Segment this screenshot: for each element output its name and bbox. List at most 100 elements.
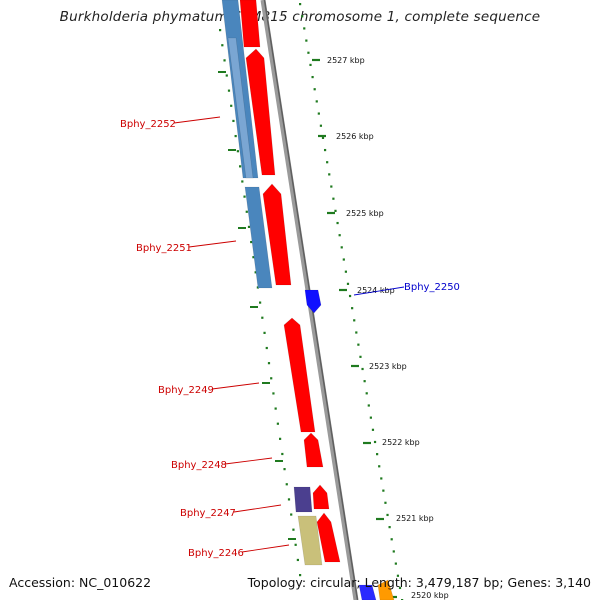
inner-ruler-dot — [265, 346, 268, 350]
inner-ruler-dot — [252, 256, 255, 259]
gene-leader-line — [241, 544, 290, 553]
gene-bar-highlight[interactable] — [227, 37, 254, 179]
ruler-dot — [336, 221, 339, 225]
gene-label-bphy-2252[interactable]: Bphy_2252 — [120, 119, 176, 130]
ruler-dot — [384, 501, 387, 504]
gene-arrow-bphy-2248[interactable] — [303, 432, 324, 468]
ruler-dot — [390, 538, 393, 541]
ruler-dot — [313, 88, 316, 91]
ruler-dot — [330, 185, 333, 188]
inner-ruler-dot — [272, 392, 275, 395]
inner-ruler-dot — [225, 74, 228, 77]
inner-ruler-dot — [281, 452, 284, 456]
gene-partial-blue[interactable] — [358, 584, 377, 600]
ruler-dot — [319, 124, 323, 127]
ruler-dot — [348, 294, 352, 298]
inner-ruler-dot — [299, 574, 302, 577]
inner-ruler-dot — [254, 271, 257, 274]
gene-label-bphy-2249[interactable]: Bphy_2249 — [158, 385, 214, 396]
inner-ruler-dot — [241, 180, 244, 183]
ruler-dot — [386, 513, 389, 517]
inner-ruler-dot — [221, 44, 224, 47]
inner-ruler-dot — [227, 89, 231, 92]
gene-label-bphy-2246[interactable]: Bphy_2246 — [188, 548, 244, 559]
gene-bar-bphy-2246[interactable] — [297, 515, 323, 566]
inner-ruler-dot — [287, 498, 291, 501]
ruler-dot — [311, 75, 314, 79]
inner-ruler-dot — [256, 286, 259, 289]
kbp-tick-label: 2523 kbp — [369, 362, 407, 371]
gene-label-bphy-2248[interactable]: Bphy_2248 — [171, 460, 227, 471]
ruler-dot — [351, 307, 354, 310]
gene-bphy-2250[interactable] — [304, 289, 322, 314]
ruler-dot — [299, 3, 302, 6]
inner-ruler-dot — [296, 558, 299, 562]
ruler-dot — [344, 270, 347, 273]
ruler-dot — [380, 477, 383, 480]
inner-ruler-dot — [274, 407, 277, 410]
ruler-dot — [394, 562, 397, 565]
kbp-tick-label: 2525 kbp — [346, 209, 384, 218]
inner-ruler-dot — [283, 468, 286, 471]
gene-leader-line — [211, 382, 260, 390]
ruler-dot — [357, 343, 360, 346]
ruler-dot — [303, 27, 306, 30]
kbp-tick-label: 2522 kbp — [382, 438, 420, 447]
ruler-dot — [373, 440, 377, 444]
gene-arrow-small[interactable] — [312, 484, 330, 510]
ruler-dot — [378, 465, 381, 468]
ruler-dot — [353, 319, 356, 322]
inner-ruler-dot — [290, 513, 293, 516]
kbp-tick-label: 2521 kbp — [396, 514, 434, 523]
gene-arrow-bottom[interactable] — [316, 512, 341, 563]
ruler-dot — [326, 161, 329, 164]
ruler-dot — [382, 489, 385, 492]
ruler-dot — [323, 148, 327, 152]
inner-ruler-dot — [259, 301, 262, 304]
inner-ruler-dot — [294, 543, 297, 546]
inner-ruler-dot — [292, 528, 295, 531]
gene-leader-line — [188, 240, 237, 248]
tick-ruler: 2527 kbp 2526 kbp 2525 kbp 2524 kbp 2523 kbp… — [218, 3, 449, 600]
accession-text: Accession: NC_010622 — [9, 575, 152, 590]
ruler-dot — [361, 367, 364, 371]
ruler-dot — [309, 63, 312, 67]
gene-bar-bphy-2251[interactable] — [244, 186, 273, 289]
ruler-dot — [307, 51, 310, 54]
gene-arrow-bphy-2252[interactable] — [245, 48, 276, 176]
gene-arrow-bphy-2249[interactable] — [283, 317, 316, 433]
gene-partial-orange[interactable] — [377, 579, 395, 600]
ruler-dot — [398, 586, 402, 590]
map-title: Burkholderia phymatum STM815 chromosome … — [59, 9, 541, 25]
inner-ruler-dot — [279, 437, 282, 440]
ruler-dot — [367, 404, 370, 407]
gene-bar-bphy-2247[interactable] — [293, 486, 313, 513]
inner-ruler-dot — [276, 422, 279, 425]
ruler-dot — [301, 15, 304, 18]
ruler-dot — [396, 574, 400, 577]
ruler-dot — [355, 331, 358, 334]
gene-leader-line — [173, 116, 221, 124]
inner-ruler-dot — [223, 59, 226, 62]
inner-ruler-dot — [247, 225, 251, 229]
gene-labels: Bphy_2252 Bphy_2251 Bphy_2250 Bphy_2249 Bphy… — [120, 116, 460, 559]
gene-label-bphy-2251[interactable]: Bphy_2251 — [136, 243, 192, 254]
inner-ruler-dot — [250, 240, 253, 244]
ruler-dot — [342, 258, 345, 261]
gene-label-bphy-2250[interactable]: Bphy_2250 — [404, 282, 460, 293]
gene-label-bphy-2247[interactable]: Bphy_2247 — [180, 508, 236, 519]
gene-arrow-bphy-2251[interactable] — [262, 183, 292, 286]
gene-leader-line — [224, 457, 273, 465]
ruler-dot — [388, 526, 391, 529]
inner-ruler-dot — [243, 195, 246, 198]
inner-ruler-dot — [270, 377, 273, 380]
sequence-info-text: Topology: circular; Length: 3,479,187 bp… — [247, 575, 591, 590]
ruler-dot — [359, 355, 362, 358]
ruler-dot — [332, 197, 335, 200]
kbp-tick-label: 2524 kbp — [357, 286, 395, 295]
inner-ruler-dot — [263, 331, 266, 334]
gene-arrow-a[interactable] — [239, 0, 261, 48]
kbp-tick-label: 2520 kbp — [411, 591, 449, 600]
ruler-dot — [376, 453, 379, 456]
